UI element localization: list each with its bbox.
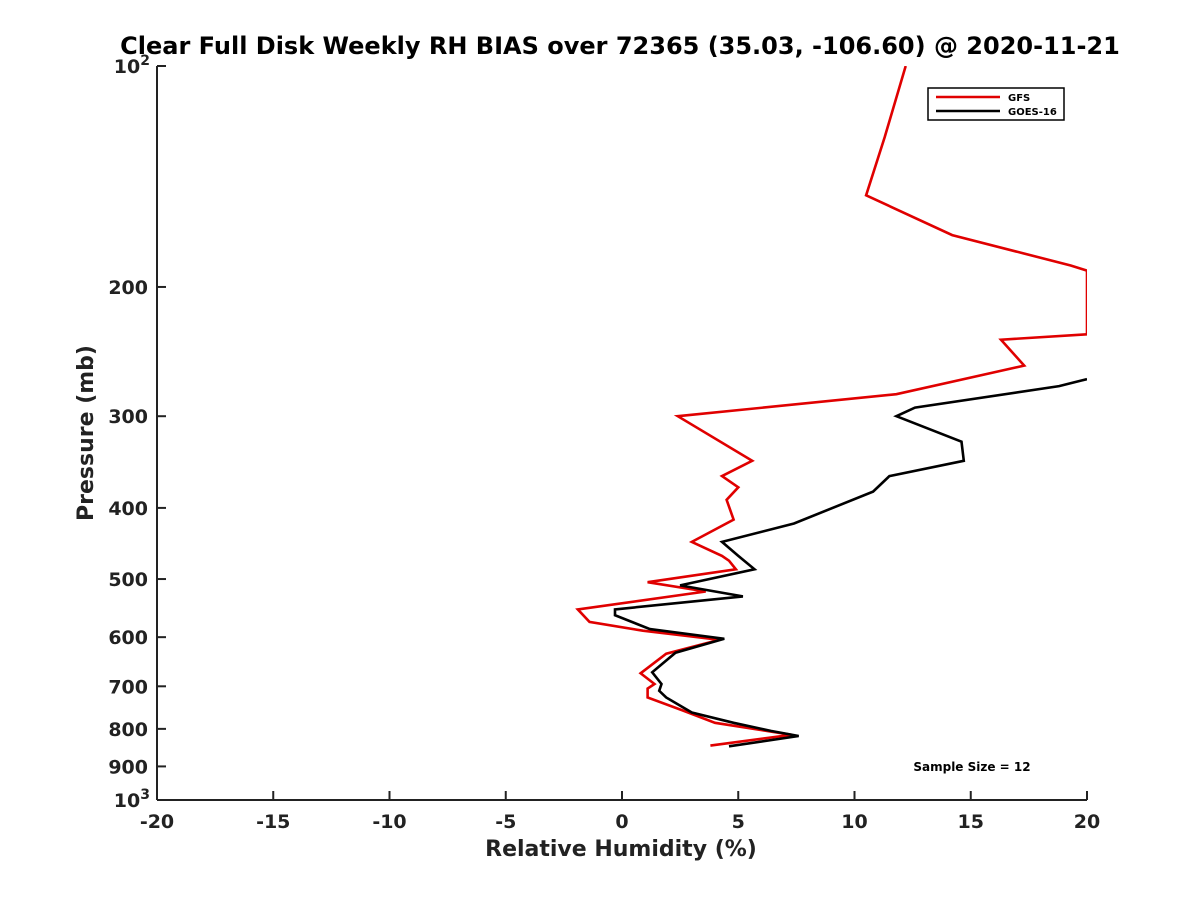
axes: -20 -15 -10 -5 0 5 10 15 20 102 200 300 400 500 600 700… — [108, 53, 1100, 833]
y-tick-label: 200 — [108, 277, 148, 299]
legend-entry-gfs: GFS — [1008, 93, 1030, 104]
series-line-goes-16 — [613, 377, 1087, 748]
series-line-gfs — [575, 66, 1087, 747]
y-tick-label: 300 — [108, 406, 148, 428]
y-tick-label: 600 — [108, 627, 148, 649]
chart-title: Clear Full Disk Weekly RH BIAS over 7236… — [120, 32, 1120, 60]
legend-entry-goes-16: GOES-16 — [1008, 107, 1057, 118]
x-tick-label: 5 — [732, 811, 745, 833]
x-tick-label: 10 — [841, 811, 867, 833]
legend-box — [927, 87, 1065, 121]
x-tick-label: 20 — [1074, 811, 1100, 833]
y-tick-label: 500 — [108, 569, 148, 591]
y-tick-label: 400 — [108, 498, 148, 520]
y-tick-label: 103 — [114, 787, 150, 812]
y-tick-label: 102 — [114, 53, 150, 78]
y-tick-label: 800 — [108, 719, 148, 741]
x-tick-label: -5 — [495, 811, 516, 833]
x-tick-label: 15 — [958, 811, 984, 833]
plot-area — [575, 66, 1087, 748]
x-tick-label: -10 — [372, 811, 406, 833]
x-axis-label: Relative Humidity (%) — [485, 837, 757, 862]
y-tick-label: 900 — [108, 756, 148, 778]
sample-size-annotation: Sample Size = 12 — [913, 760, 1030, 774]
legend: GFS GOES-16 — [927, 87, 1065, 121]
y-axis-label: Pressure (mb) — [74, 345, 99, 521]
y-tick-label: 700 — [108, 676, 148, 698]
x-tick-label: -15 — [256, 811, 290, 833]
x-tick-label: -20 — [140, 811, 174, 833]
x-tick-label: 0 — [615, 811, 628, 833]
